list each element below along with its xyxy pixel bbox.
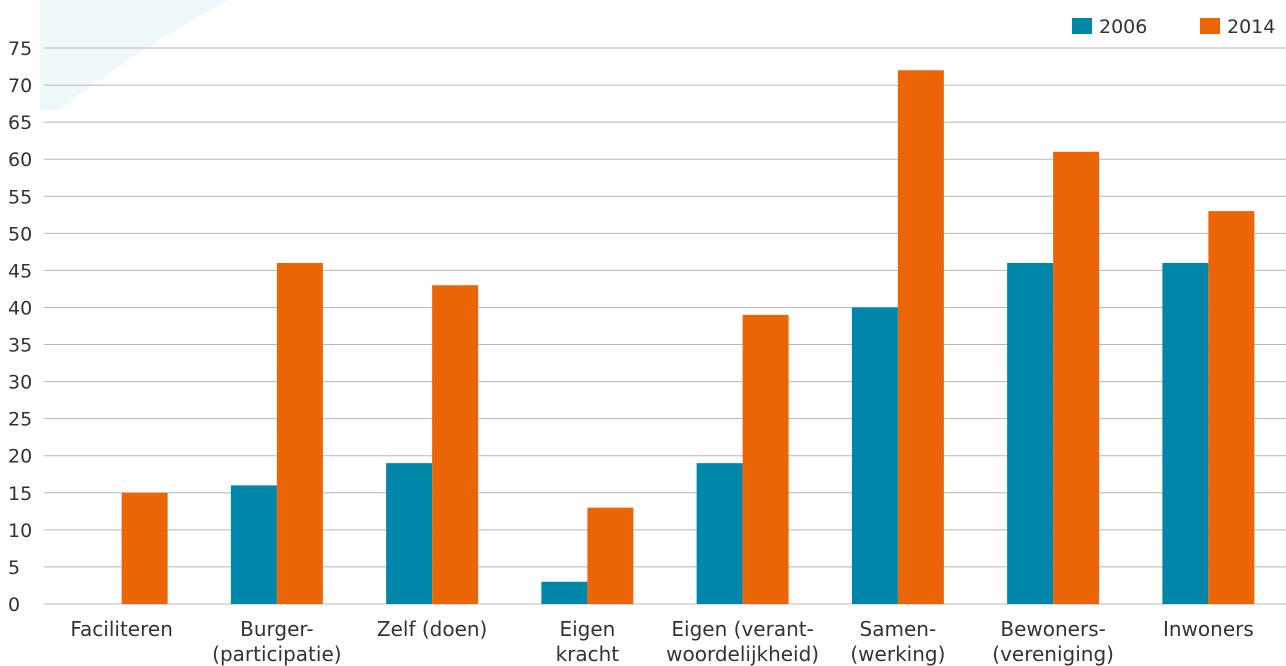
y-tick-label: 45	[8, 260, 32, 282]
x-category-label: (werking)	[850, 642, 945, 666]
x-category-label: Bewoners-	[1000, 617, 1105, 641]
x-category-label: Inwoners	[1163, 617, 1254, 641]
x-category-label: kracht	[556, 642, 620, 666]
x-category-label: Eigen	[559, 617, 615, 641]
bar-2006-1	[230, 485, 277, 604]
x-category-label: Burger-	[240, 617, 313, 641]
legend-swatch	[1200, 18, 1220, 34]
bar-2014-2	[432, 285, 479, 604]
y-tick-label: 75	[8, 38, 32, 60]
y-tick-label: 30	[8, 372, 32, 394]
bar-2006-7	[1162, 262, 1209, 604]
y-tick-label: 10	[8, 520, 32, 542]
legend-swatch	[1072, 18, 1092, 34]
x-category-label: woordelijkheid)	[666, 642, 819, 666]
legend: 2006 2014	[1072, 16, 1275, 38]
y-tick-label: 5	[8, 557, 20, 579]
x-category-label: (participatie)	[212, 642, 341, 666]
bar-2014-5	[897, 70, 944, 605]
y-tick-label: 20	[8, 446, 32, 468]
x-category-label: Faciliteren	[70, 617, 173, 641]
y-tick-label: 60	[8, 149, 32, 171]
x-category-label: (vereniging)	[992, 642, 1114, 666]
y-tick-label: 40	[8, 297, 32, 319]
bars	[121, 70, 1255, 605]
y-tick-label: 0	[8, 594, 20, 616]
bar-2006-6	[1007, 262, 1054, 604]
y-tick-label: 55	[8, 186, 32, 208]
y-axis-tick-labels: 0 5 10 15 20 25 30 35 40 45 50 55 60 65 70 75	[8, 38, 32, 616]
y-tick-label: 15	[8, 483, 32, 505]
bar-2006-4	[696, 463, 743, 604]
bar-2014-3	[587, 507, 634, 604]
y-tick-label: 65	[8, 112, 32, 134]
decorative-swoosh	[40, 0, 230, 110]
bar-2014-6	[1053, 151, 1100, 604]
bar-2014-4	[742, 314, 789, 604]
bar-2014-0	[121, 492, 168, 604]
x-category-label: Samen-	[860, 617, 937, 641]
legend-label: 2014	[1227, 16, 1275, 38]
y-tick-label: 50	[8, 223, 32, 245]
x-category-label: Zelf (doen)	[377, 617, 487, 641]
y-tick-label: 70	[8, 75, 32, 97]
y-tick-label: 35	[8, 335, 32, 357]
bar-2006-5	[851, 307, 898, 604]
bar-2006-2	[386, 463, 433, 604]
y-tick-label: 25	[8, 409, 32, 431]
bar-2014-7	[1208, 211, 1255, 605]
x-axis-category-labels: Faciliteren Burger-(participatie) Zelf (do…	[70, 617, 1253, 666]
bar-2006-3	[541, 581, 588, 604]
gridlines	[44, 47, 1286, 605]
legend-label: 2006	[1099, 16, 1147, 38]
x-category-label: Eigen (verant-	[671, 617, 813, 641]
bar-2014-1	[276, 262, 323, 604]
